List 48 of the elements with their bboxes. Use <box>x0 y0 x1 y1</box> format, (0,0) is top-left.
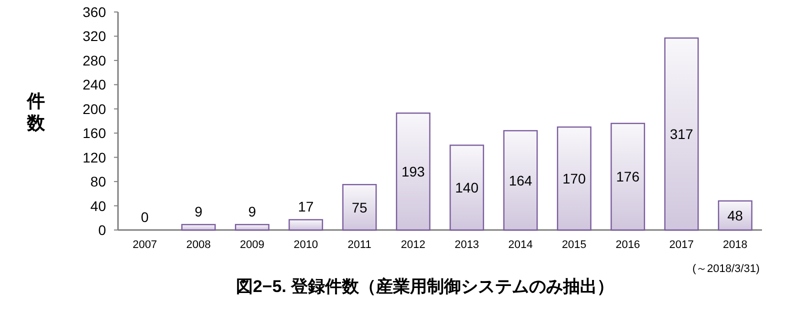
x-tick-label: 2015 <box>562 239 586 251</box>
x-tick-label: 2012 <box>400 239 426 251</box>
data-label: 193 <box>401 164 426 180</box>
bar <box>556 126 592 231</box>
data-label: 140 <box>455 180 479 196</box>
x-tick-label: 2008 <box>186 239 211 251</box>
x-tick-label: 2016 <box>616 239 640 251</box>
bar <box>396 112 430 231</box>
x-tick-label: 2017 <box>669 239 694 251</box>
x-tick-label: 2011 <box>348 239 372 251</box>
data-label: 48 <box>727 207 744 224</box>
data-label: 9 <box>248 204 256 220</box>
y-tick-label: 40 <box>90 198 106 214</box>
y-tick-label: 160 <box>82 125 106 142</box>
data-label: 176 <box>616 168 640 185</box>
bar <box>288 219 324 231</box>
bar <box>342 184 377 231</box>
y-tick-label: 200 <box>82 100 106 117</box>
y-tick-label: 280 <box>82 52 106 68</box>
data-label: 17 <box>298 198 314 215</box>
bar <box>503 130 538 231</box>
y-tick-label: 80 <box>90 174 106 190</box>
y-tick-label: 0 <box>98 222 106 238</box>
bar <box>450 144 484 231</box>
bar <box>664 37 699 231</box>
text: 図2−5. 登録件数（産業用制御システムのみ抽出） <box>236 277 614 296</box>
bar <box>718 200 752 231</box>
data-label: 170 <box>562 170 586 187</box>
data-label: 0 <box>140 209 149 225</box>
x-tick-label: 2014 <box>508 239 533 251</box>
bar <box>234 224 270 231</box>
y-tick-label: 320 <box>82 28 106 44</box>
data-label: 164 <box>508 172 532 188</box>
data-label: 317 <box>670 126 694 142</box>
y-axis-title: 件数 <box>26 91 46 133</box>
y-tick-label: 360 <box>82 4 106 20</box>
bar <box>181 224 216 231</box>
x-tick-label: 2018 <box>722 239 748 251</box>
bar <box>610 122 646 231</box>
y-tick-label: 240 <box>82 76 106 93</box>
x-tick-label: 2007 <box>132 239 158 251</box>
text: (～2018/3/31) <box>692 263 760 275</box>
x-tick-label: 2009 <box>240 239 264 251</box>
x-tick-label: 2010 <box>294 239 318 251</box>
x-tick-label: 2013 <box>454 239 480 251</box>
y-tick-label: 120 <box>82 149 106 166</box>
data-label: 9 <box>194 204 203 220</box>
data-label: 75 <box>352 199 368 216</box>
